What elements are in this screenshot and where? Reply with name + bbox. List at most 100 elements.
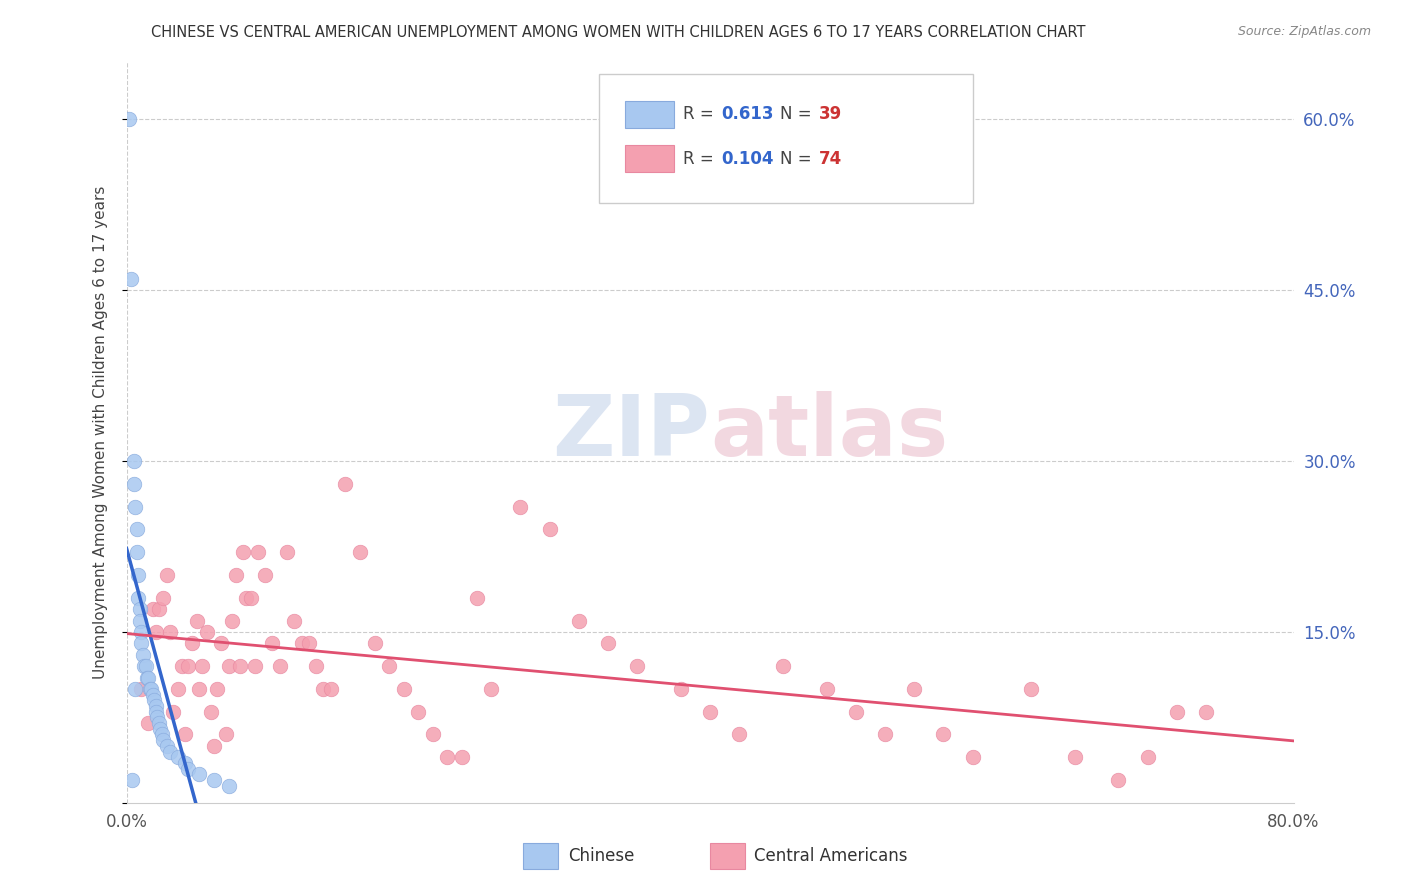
Point bbox=[276, 545, 298, 559]
Point bbox=[699, 705, 721, 719]
Point bbox=[118, 112, 141, 127]
FancyBboxPatch shape bbox=[523, 843, 558, 870]
FancyBboxPatch shape bbox=[624, 145, 673, 172]
Point bbox=[262, 636, 284, 650]
Point bbox=[127, 591, 149, 605]
Point bbox=[124, 500, 146, 514]
Point bbox=[136, 671, 159, 685]
Point bbox=[127, 568, 149, 582]
Point bbox=[170, 659, 193, 673]
FancyBboxPatch shape bbox=[599, 73, 973, 203]
Point bbox=[290, 636, 312, 650]
Point bbox=[363, 636, 385, 650]
Point bbox=[177, 659, 200, 673]
Point bbox=[243, 659, 266, 673]
Point bbox=[218, 779, 240, 793]
Point bbox=[145, 624, 167, 639]
Point bbox=[479, 681, 502, 696]
Point bbox=[845, 705, 868, 719]
Point bbox=[669, 681, 692, 696]
Point bbox=[205, 681, 228, 696]
Point bbox=[156, 568, 179, 582]
Point bbox=[408, 705, 430, 719]
Point bbox=[166, 681, 188, 696]
Text: Source: ZipAtlas.com: Source: ZipAtlas.com bbox=[1237, 25, 1371, 38]
Point bbox=[159, 624, 181, 639]
Point bbox=[626, 659, 648, 673]
Point bbox=[145, 705, 167, 719]
Point bbox=[1019, 681, 1042, 696]
Point bbox=[186, 614, 208, 628]
Point bbox=[378, 659, 401, 673]
Point bbox=[349, 545, 371, 559]
Text: R =: R = bbox=[683, 105, 720, 123]
Point bbox=[962, 750, 984, 764]
Point bbox=[128, 614, 150, 628]
Point bbox=[1063, 750, 1085, 764]
Point bbox=[202, 739, 225, 753]
Point bbox=[422, 727, 444, 741]
Point bbox=[728, 727, 751, 741]
Point bbox=[129, 624, 152, 639]
Point bbox=[152, 733, 174, 747]
Text: N =: N = bbox=[780, 150, 817, 168]
Point bbox=[122, 476, 145, 491]
Point bbox=[174, 727, 197, 741]
Point bbox=[538, 523, 561, 537]
Point bbox=[121, 772, 143, 787]
Point bbox=[235, 591, 257, 605]
Point bbox=[215, 727, 238, 741]
Point bbox=[465, 591, 488, 605]
Point bbox=[132, 659, 155, 673]
Point bbox=[815, 681, 838, 696]
Point bbox=[239, 591, 262, 605]
Point bbox=[451, 750, 474, 764]
Point bbox=[568, 614, 591, 628]
Point bbox=[125, 523, 148, 537]
Point bbox=[188, 681, 211, 696]
Point bbox=[139, 681, 162, 696]
Point bbox=[269, 659, 291, 673]
FancyBboxPatch shape bbox=[624, 101, 673, 128]
Point bbox=[436, 750, 458, 764]
Point bbox=[142, 602, 165, 616]
Text: Central Americans: Central Americans bbox=[755, 847, 908, 865]
Point bbox=[120, 272, 142, 286]
Text: R =: R = bbox=[683, 150, 720, 168]
Point bbox=[159, 745, 181, 759]
Point bbox=[298, 636, 321, 650]
Point bbox=[1136, 750, 1159, 764]
Point bbox=[209, 636, 232, 650]
Text: Chinese: Chinese bbox=[568, 847, 634, 865]
Point bbox=[124, 681, 146, 696]
Text: atlas: atlas bbox=[710, 391, 948, 475]
Point bbox=[162, 705, 184, 719]
Point bbox=[138, 671, 160, 685]
Point bbox=[134, 659, 156, 673]
Point bbox=[1108, 772, 1130, 787]
Point bbox=[392, 681, 415, 696]
Point bbox=[509, 500, 531, 514]
Point bbox=[125, 545, 148, 559]
Point bbox=[875, 727, 897, 741]
Point bbox=[202, 772, 225, 787]
Point bbox=[150, 727, 173, 741]
Point bbox=[225, 568, 247, 582]
Point bbox=[221, 614, 243, 628]
Text: CHINESE VS CENTRAL AMERICAN UNEMPLOYMENT AMONG WOMEN WITH CHILDREN AGES 6 TO 17 : CHINESE VS CENTRAL AMERICAN UNEMPLOYMENT… bbox=[152, 25, 1085, 40]
Text: 0.613: 0.613 bbox=[721, 105, 775, 123]
Point bbox=[141, 681, 163, 696]
Point bbox=[283, 614, 305, 628]
FancyBboxPatch shape bbox=[710, 843, 745, 870]
Point bbox=[232, 545, 254, 559]
Text: 39: 39 bbox=[818, 105, 842, 123]
Point bbox=[335, 476, 357, 491]
Point bbox=[772, 659, 794, 673]
Point bbox=[152, 591, 174, 605]
Point bbox=[246, 545, 269, 559]
Point bbox=[174, 756, 197, 770]
Point bbox=[148, 716, 170, 731]
Text: N =: N = bbox=[780, 105, 817, 123]
Point bbox=[128, 602, 150, 616]
Point bbox=[254, 568, 277, 582]
